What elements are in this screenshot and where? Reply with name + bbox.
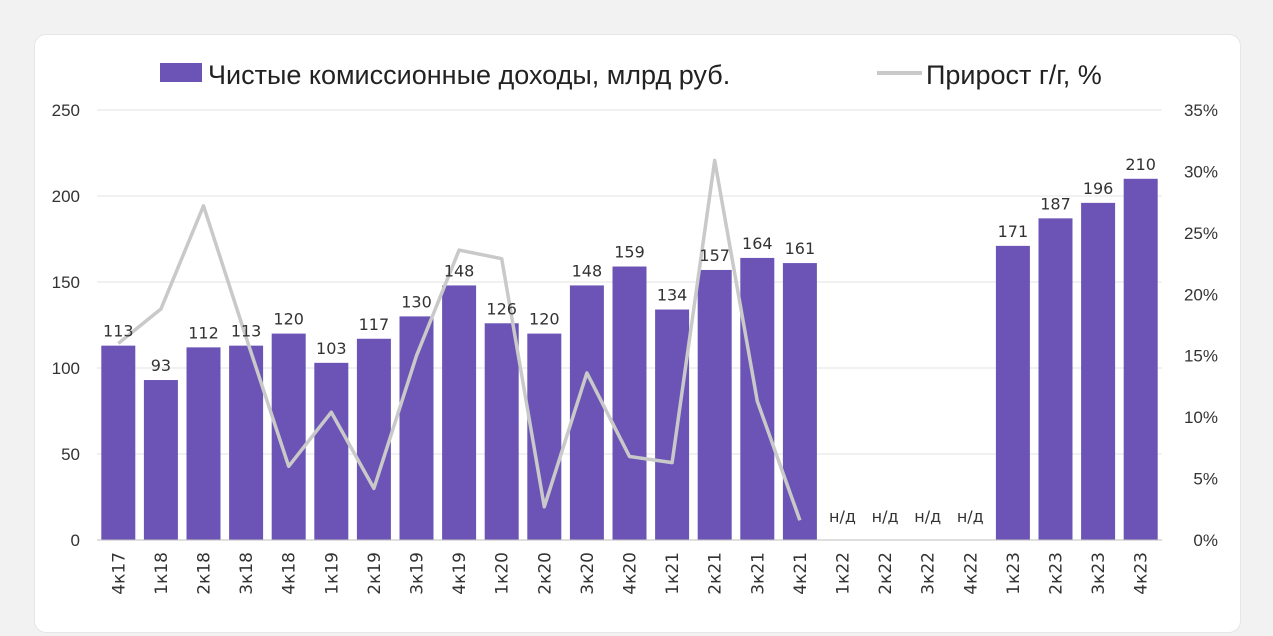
data-labels: 113 93 112 113 120 103 117 130 148 126 120 148 159 13… [103, 155, 1156, 526]
growth-line [117, 158, 802, 521]
bar [612, 266, 647, 540]
bar-series [101, 178, 1158, 541]
data-label: 157 [699, 246, 730, 265]
data-label: н/д [872, 507, 899, 526]
bar [1038, 218, 1073, 541]
x-tick-label: 4к22 [961, 552, 981, 595]
data-label: 159 [614, 243, 645, 262]
data-label: н/д [914, 507, 941, 526]
right-y-tick-label: 35% [1184, 101, 1218, 120]
left-y-axis: 0 50 100 150 200 250 [52, 101, 80, 550]
x-tick-label: 1к22 [834, 552, 854, 595]
x-tick-label: 4к21 [791, 552, 811, 595]
data-label: 113 [103, 322, 134, 341]
left-y-tick-label: 200 [52, 187, 80, 206]
x-tick-label: 3к20 [578, 552, 598, 595]
x-tick-label: 2к21 [706, 552, 726, 595]
x-tick-label: 1к23 [1004, 552, 1024, 595]
data-label: 126 [486, 299, 517, 318]
x-tick-label: 1к18 [152, 552, 172, 595]
x-tick-label: 4к17 [109, 552, 129, 595]
x-tick-label: 1к19 [322, 552, 342, 595]
bar [655, 309, 690, 540]
right-y-tick-label: 15% [1184, 347, 1218, 366]
left-y-tick-label: 0 [71, 531, 80, 550]
data-label: 112 [188, 323, 219, 342]
x-tick-label: 3к18 [237, 552, 257, 595]
x-tick-label: 2к18 [195, 552, 215, 595]
x-tick-label: 4к19 [450, 552, 470, 595]
data-label: 187 [1040, 194, 1071, 213]
left-y-tick-label: 50 [61, 445, 80, 464]
data-label: 134 [657, 286, 688, 305]
bar [314, 362, 349, 540]
data-label: н/д [957, 507, 984, 526]
bar [271, 333, 306, 540]
bar [442, 285, 477, 540]
x-tick-label: 4к18 [280, 552, 300, 595]
legend-bar-swatch [160, 63, 202, 82]
right-y-tick-label: 10% [1184, 408, 1218, 427]
data-label: 171 [998, 222, 1029, 241]
x-tick-label: 2к22 [876, 552, 896, 595]
x-tick-label: 3к23 [1089, 552, 1109, 595]
x-tick-label: 3к21 [748, 552, 768, 595]
data-label: 210 [1125, 155, 1156, 174]
data-label: 196 [1083, 179, 1114, 198]
bar [995, 245, 1030, 540]
left-y-tick-label: 150 [52, 273, 80, 292]
x-tick-label: 4к23 [1132, 552, 1152, 595]
right-y-tick-label: 0% [1193, 531, 1218, 550]
bar [229, 345, 264, 540]
growth-line-series [117, 158, 802, 521]
bar [356, 338, 391, 540]
data-label: н/д [829, 507, 856, 526]
data-label: 93 [151, 356, 171, 375]
bar [484, 323, 519, 540]
data-label: 120 [273, 310, 304, 329]
right-y-tick-label: 30% [1184, 162, 1218, 181]
left-y-tick-label: 250 [52, 101, 80, 120]
right-y-axis: 0% 5% 10% 15% 20% 25% 30% 35% [1184, 101, 1218, 550]
bar [1081, 202, 1116, 540]
x-tick-label: 3к19 [408, 552, 428, 595]
x-tick-label: 4к20 [621, 552, 641, 595]
data-label: 117 [359, 315, 390, 334]
legend-bar-label: Чистые комиссионные доходы, млрд руб. [208, 60, 730, 90]
right-y-tick-label: 20% [1184, 285, 1218, 304]
data-label: 148 [444, 261, 475, 280]
data-label: 103 [316, 339, 347, 358]
x-tick-label: 1к20 [493, 552, 513, 595]
bar [186, 347, 221, 540]
bar [101, 345, 136, 540]
left-y-tick-label: 100 [52, 359, 80, 378]
bar [399, 316, 434, 540]
x-tick-label: 2к19 [365, 552, 385, 595]
legend: Чистые комиссионные доходы, млрд руб. Пр… [160, 60, 1102, 90]
x-tick-label: 1к21 [663, 552, 683, 595]
right-y-tick-label: 5% [1193, 470, 1218, 489]
x-tick-label: 2к20 [535, 552, 555, 595]
data-label: 148 [572, 261, 603, 280]
x-axis: 4к17 1к18 2к18 3к18 4к18 1к19 2к19 3к19 4к19 1к20… [97, 539, 1162, 595]
bar [143, 380, 178, 540]
data-label: 120 [529, 310, 560, 329]
legend-line-label: Прирост г/г, % [926, 60, 1102, 90]
bar [1123, 178, 1158, 541]
bar [782, 263, 817, 540]
data-label: 164 [742, 234, 773, 253]
x-tick-label: 2к23 [1047, 552, 1067, 595]
x-tick-label: 3к22 [919, 552, 939, 595]
data-label: 161 [785, 239, 816, 258]
data-label: 113 [231, 322, 262, 341]
data-label: 130 [401, 292, 432, 311]
bar [697, 269, 732, 540]
right-y-tick-label: 25% [1184, 224, 1218, 243]
